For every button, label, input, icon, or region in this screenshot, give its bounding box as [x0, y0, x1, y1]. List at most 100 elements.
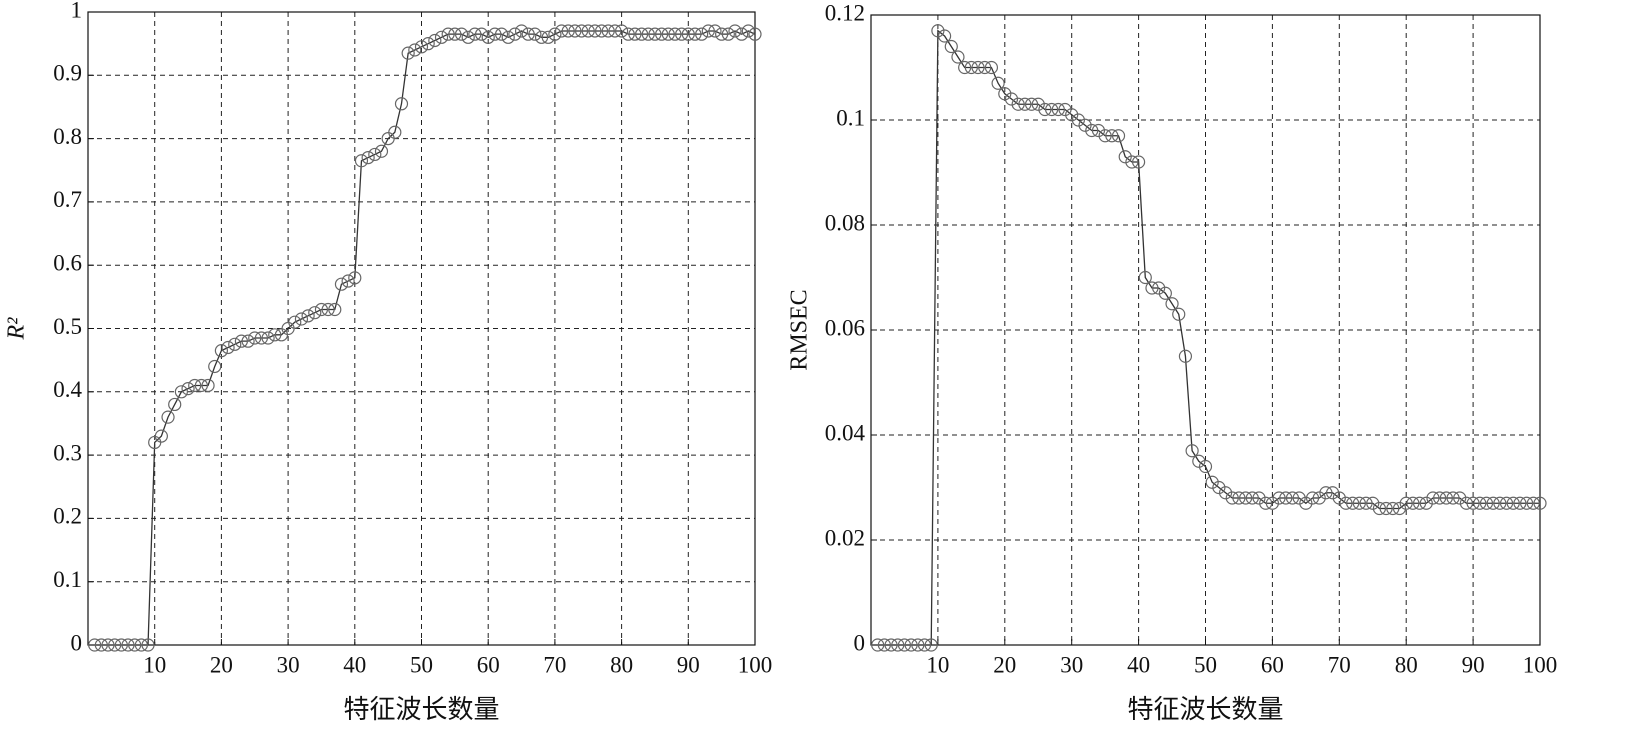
data-point — [441, 27, 455, 41]
data-point — [621, 27, 635, 41]
data-point — [1326, 486, 1340, 500]
x-tick-label: 70 — [543, 652, 566, 677]
x-axis-label: 特征波长数量 — [343, 695, 499, 724]
data-point — [917, 638, 932, 652]
x-tick-label: 60 — [477, 652, 500, 677]
data-point — [1045, 102, 1059, 117]
data-line — [877, 29, 1540, 646]
data-point — [1259, 496, 1273, 510]
data-point — [321, 302, 335, 317]
y-tick-label: 0.2 — [53, 504, 82, 529]
y-tick-label: 0.04 — [825, 420, 866, 445]
data-point — [1185, 444, 1199, 458]
data-point — [421, 37, 435, 51]
data-point — [951, 50, 965, 64]
data-point — [735, 27, 749, 41]
data-point — [208, 359, 222, 374]
x-tick-label: 100 — [1523, 652, 1558, 677]
data-point — [288, 315, 302, 329]
data-point — [1506, 496, 1520, 510]
data-point — [521, 27, 535, 41]
data-point — [1319, 486, 1333, 500]
data-point — [414, 40, 429, 54]
data-point — [1479, 496, 1494, 510]
data-point — [1466, 496, 1480, 510]
data-point — [1352, 496, 1366, 510]
data-point — [541, 30, 555, 44]
data-point — [328, 302, 342, 317]
data-point — [514, 24, 529, 38]
data-point — [388, 125, 402, 139]
data-point — [958, 60, 972, 75]
data-point — [201, 378, 215, 393]
data-point — [168, 397, 182, 412]
data-point — [614, 24, 629, 38]
data-point — [1392, 501, 1407, 516]
data-point — [1346, 496, 1360, 510]
data-point — [268, 328, 282, 342]
data-point — [635, 27, 649, 41]
data-point — [1473, 496, 1487, 510]
y-tick-label: 0.1 — [836, 105, 865, 130]
data-point — [361, 150, 375, 165]
data-point — [1439, 491, 1453, 505]
data-point — [481, 30, 495, 44]
data-point — [134, 638, 148, 652]
data-point — [944, 39, 958, 54]
data-point — [1232, 491, 1246, 505]
y-tick-label: 0.4 — [53, 377, 82, 402]
data-point — [1165, 297, 1179, 311]
data-point — [728, 24, 742, 38]
x-tick-label: 70 — [1328, 652, 1351, 677]
data-point — [494, 27, 509, 41]
y-tick-label: 0 — [71, 630, 83, 655]
x-tick-label: 30 — [277, 652, 300, 677]
x-tick-label: 80 — [610, 652, 633, 677]
data-point — [1051, 102, 1065, 117]
data-point — [1312, 491, 1326, 505]
data-point — [1520, 496, 1534, 510]
data-point — [1172, 307, 1186, 321]
data-point — [1131, 155, 1146, 169]
data-point — [1412, 496, 1427, 510]
data-point — [228, 337, 242, 351]
x-tick-label: 100 — [738, 652, 773, 677]
data-point — [468, 27, 482, 41]
x-tick-label: 40 — [343, 652, 366, 677]
data-point — [394, 97, 409, 111]
data-point — [114, 638, 128, 652]
data-point — [254, 331, 269, 345]
x-tick-label: 80 — [1395, 652, 1418, 677]
data-point — [937, 29, 952, 43]
data-point — [221, 340, 235, 355]
data-point — [488, 27, 502, 41]
data-point — [88, 638, 102, 652]
data-point — [1453, 491, 1467, 505]
data-point — [655, 27, 669, 41]
data-point — [1158, 286, 1172, 300]
data-point — [971, 60, 985, 75]
y-tick-label: 0.8 — [53, 124, 82, 149]
data-point — [741, 24, 755, 38]
data-point — [668, 27, 682, 41]
data-point — [931, 24, 945, 38]
data-point — [128, 638, 142, 652]
data-point — [301, 309, 315, 323]
data-point — [354, 154, 369, 168]
data-point — [308, 306, 322, 320]
data-point — [991, 76, 1005, 90]
data-point — [1366, 496, 1380, 510]
data-point — [871, 638, 885, 652]
data-point — [1446, 491, 1460, 505]
data-point — [188, 378, 202, 393]
data-point — [334, 277, 349, 291]
y-axis-label: RMSEC — [787, 289, 813, 370]
y-tick-label: 0.7 — [53, 187, 82, 212]
y-tick-label: 0.9 — [53, 61, 82, 86]
x-tick-label: 10 — [143, 652, 166, 677]
data-point — [688, 27, 702, 41]
x-tick-label: 10 — [926, 652, 949, 677]
data-point — [1459, 496, 1474, 510]
data-point — [978, 60, 992, 75]
x-tick-label: 20 — [993, 652, 1016, 677]
